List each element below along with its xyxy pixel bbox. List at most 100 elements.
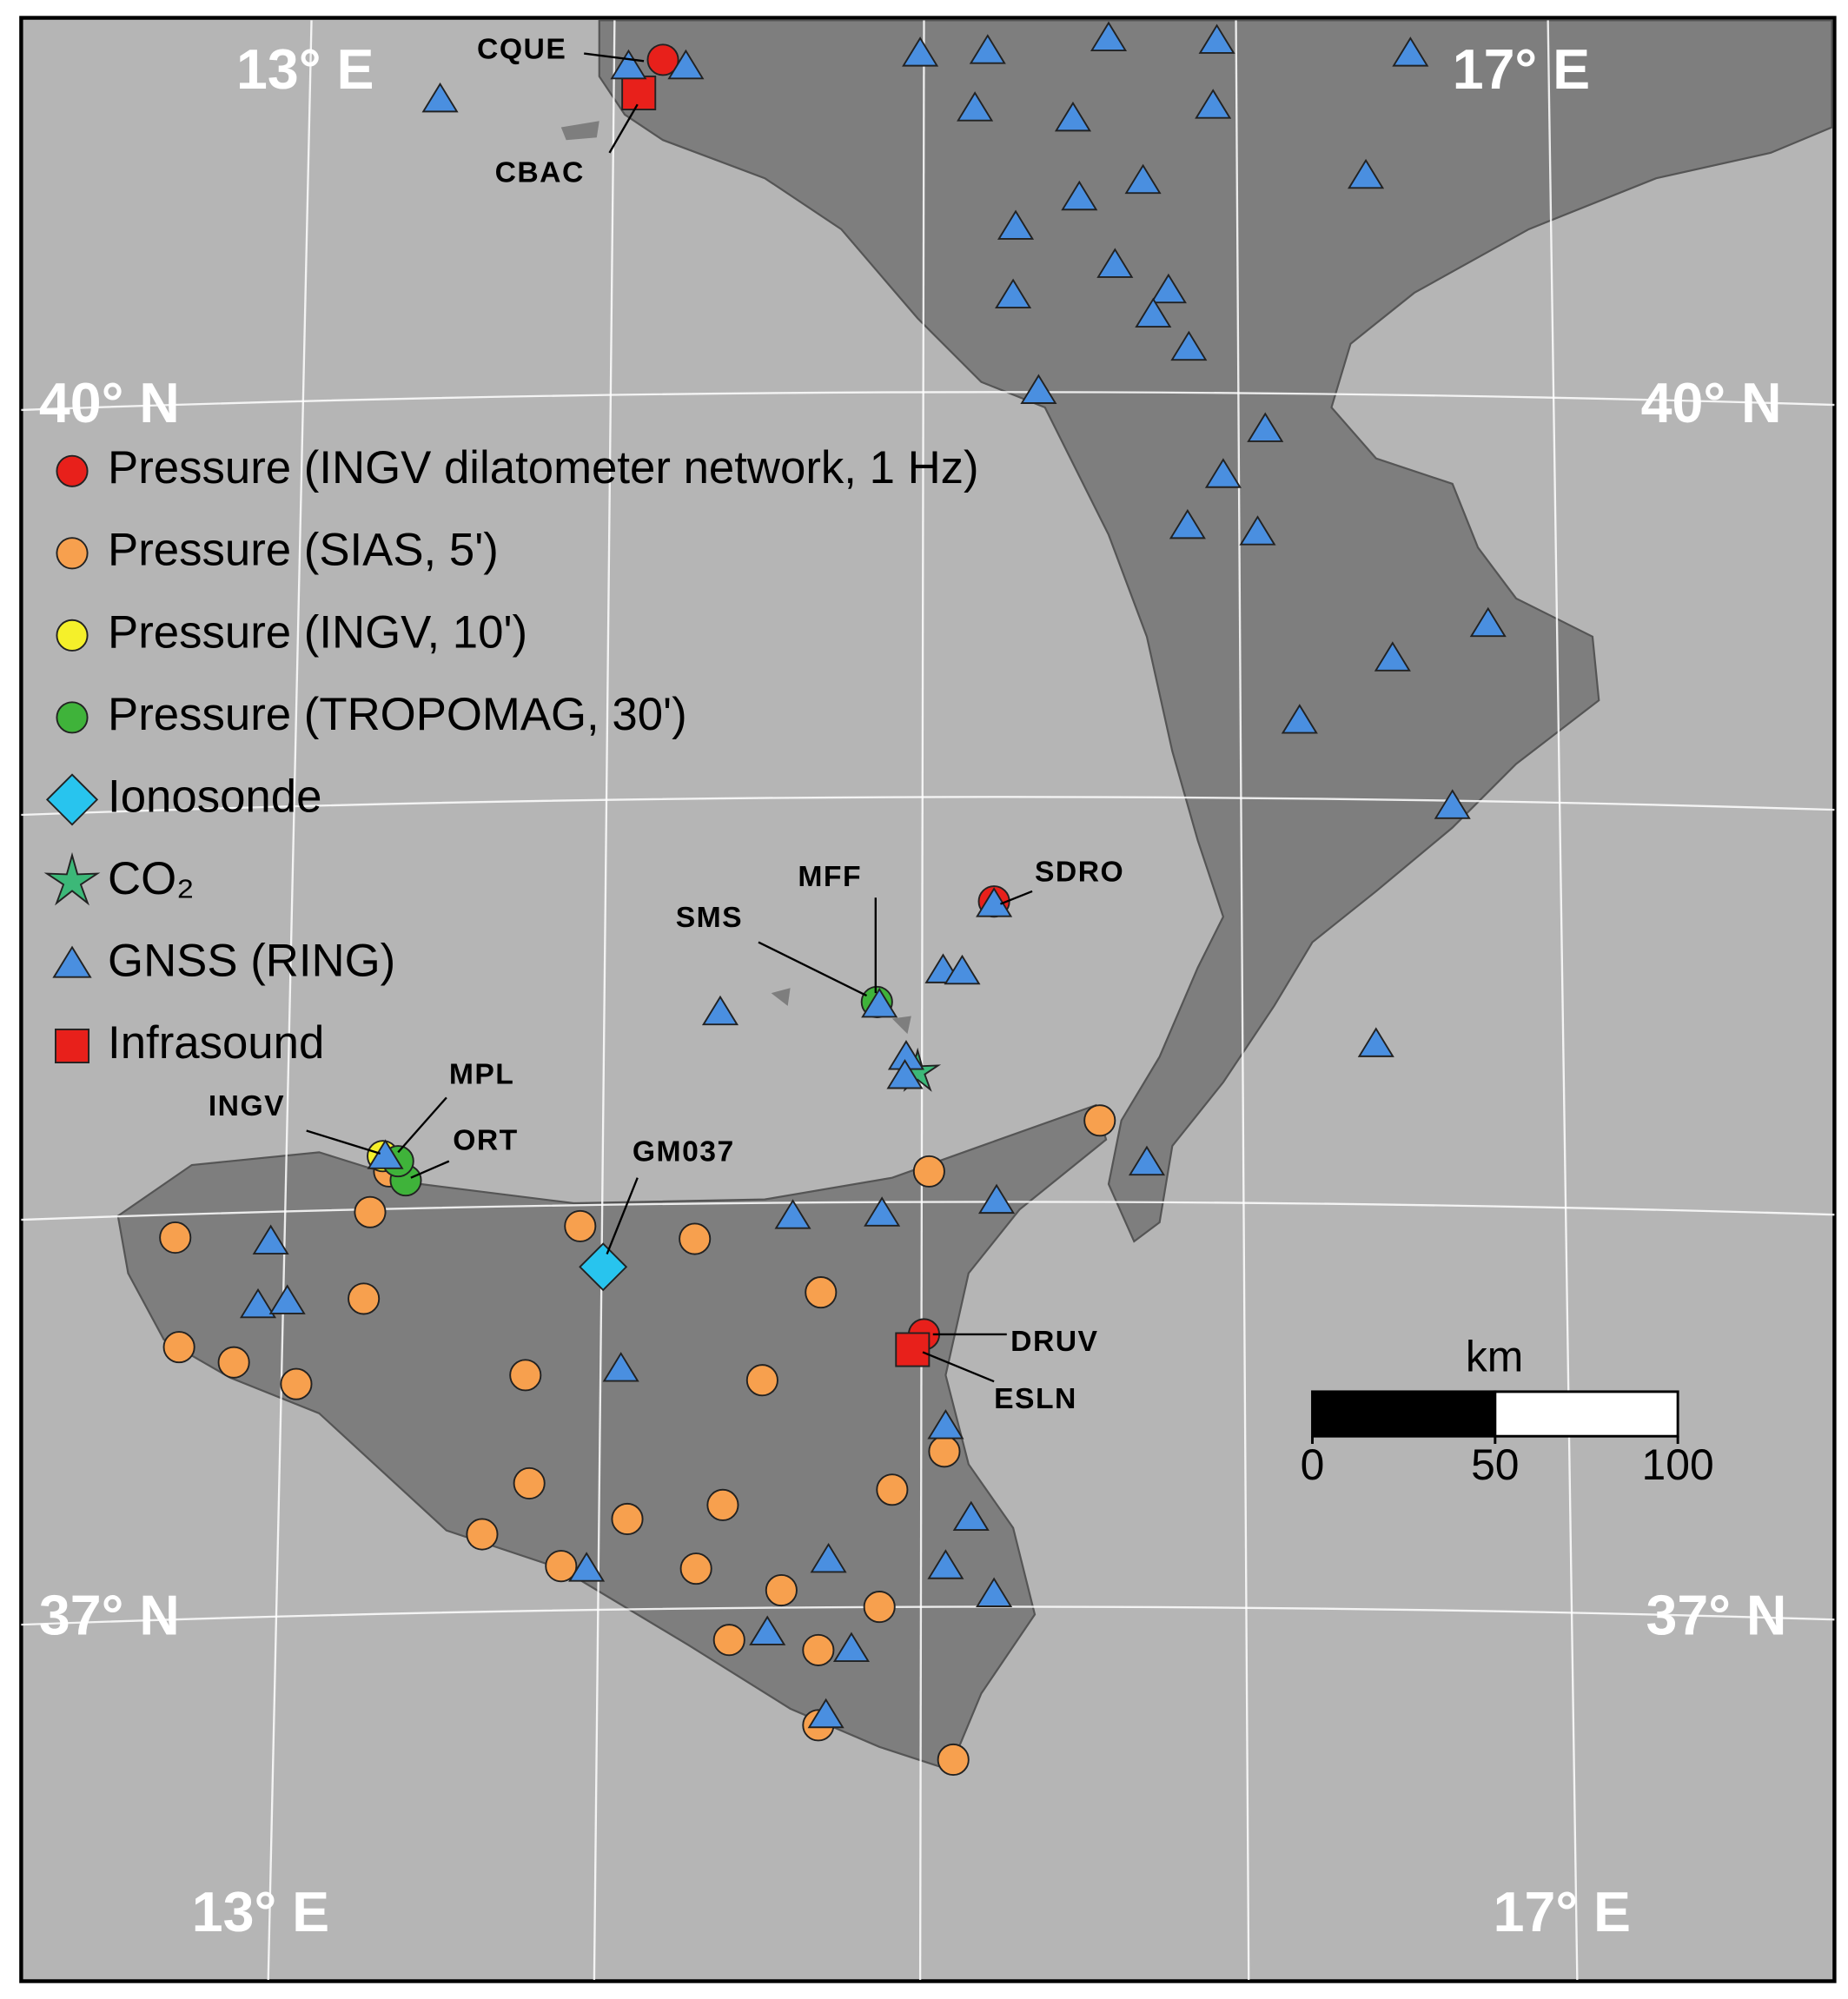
marker-triangle [1247, 412, 1284, 442]
marker-circle [354, 1195, 387, 1228]
scale-tick-label: 100 [1642, 1440, 1714, 1489]
marker-circle [56, 454, 89, 487]
marker-triangle [1149, 273, 1187, 304]
marker-triangle [1239, 515, 1276, 546]
marker-circle [937, 1743, 970, 1777]
marker-triangle [1128, 1145, 1166, 1176]
marker-triangle [997, 209, 1035, 240]
stations [159, 21, 1507, 1777]
marker-triangle [1357, 1027, 1394, 1057]
scale-bar-segment [1494, 1390, 1679, 1438]
meridian [1547, 20, 1579, 1981]
marker-circle [679, 1552, 712, 1585]
coordinate-label: 17° E [1494, 1881, 1631, 1943]
marker-triangle [1469, 606, 1507, 638]
marker-triangle [1090, 21, 1128, 51]
marker-triangle [927, 1549, 964, 1579]
marker-circle [765, 1574, 798, 1607]
station-label: ORT [453, 1124, 519, 1157]
marker-circle [564, 1209, 597, 1242]
marker-square [895, 1332, 931, 1367]
legend-label: Pressure (INGV, 10') [108, 606, 527, 658]
marker-triangle [602, 1352, 639, 1382]
station-label: DRUV [1010, 1325, 1098, 1358]
legend-label: CO₂ [108, 853, 195, 904]
leader [410, 1160, 450, 1179]
station-label: MFF [798, 860, 862, 893]
legend-label: Ionosonde [108, 771, 321, 822]
leader [306, 1129, 381, 1155]
marker-star [43, 851, 101, 906]
marker-circle [56, 701, 89, 734]
marker-triangle [1124, 163, 1162, 195]
marker-circle [912, 1155, 945, 1188]
marker-triangle [977, 1183, 1016, 1215]
coordinate-label: 13° E [192, 1881, 329, 1943]
parallel [21, 391, 1835, 412]
marker-triangle [1348, 158, 1385, 189]
graticule [21, 20, 1835, 1981]
marker-triangle [610, 49, 647, 80]
marker-triangle [252, 1224, 289, 1254]
marker-diamond [579, 1242, 628, 1292]
marker-triangle [864, 1196, 901, 1227]
marker-triangle [969, 34, 1006, 64]
coordinate-label: 13° E [236, 38, 374, 101]
marker-circle [56, 619, 89, 652]
station-label: ESLN [994, 1382, 1077, 1415]
leader-lines [306, 52, 1033, 1383]
marker-triangle [667, 49, 705, 80]
marker-triangle [268, 1284, 306, 1314]
marker-triangle [239, 1287, 277, 1319]
marker-triangle [421, 82, 459, 113]
coordinate-label: 17° E [1453, 38, 1590, 101]
marker-circle [712, 1624, 745, 1657]
marker-triangle [701, 995, 739, 1026]
scale-bar-segment [1311, 1390, 1497, 1438]
leader [397, 1096, 447, 1154]
marker-triangle [832, 1632, 871, 1662]
marker-triangle [1020, 374, 1057, 404]
meridian [918, 20, 925, 1981]
marker-triangle [944, 954, 981, 985]
marker-circle [863, 1591, 896, 1624]
marker-circle [280, 1367, 313, 1400]
marker-diamond [45, 773, 99, 826]
leader [922, 1351, 995, 1383]
station-label: CBAC [495, 156, 585, 189]
marker-square [55, 1028, 90, 1064]
marker-triangle [367, 1139, 404, 1169]
marker-circle [162, 1331, 195, 1364]
marker-triangle [952, 1500, 990, 1532]
station-label: CQUE [477, 33, 566, 66]
marker-triangle [1281, 704, 1318, 734]
marker-circle [56, 537, 89, 570]
marker-triangle [927, 1409, 964, 1440]
marker-triangle [957, 91, 994, 122]
marker-triangle [861, 987, 898, 1018]
parallel [21, 796, 1835, 817]
marker-circle [745, 1364, 778, 1397]
mainland-italy [598, 19, 1833, 1243]
parallel [21, 1605, 1835, 1626]
scale-tick-label: 50 [1471, 1440, 1519, 1489]
coordinate-label: 37° N [1646, 1584, 1786, 1646]
marker-circle [876, 1473, 909, 1506]
legend: Pressure (INGV dilatometer network, 1 Hz… [43, 442, 979, 1069]
marker-triangle [1096, 248, 1134, 278]
coordinate-labels: 13° E 17° E 40° N 40° N 37° N 37° N 13° … [39, 38, 1787, 1943]
leader [608, 103, 639, 154]
coordinate-label: 40° N [39, 372, 180, 434]
marker-circle [513, 1466, 546, 1499]
marker-triangle [1169, 508, 1206, 539]
legend-label: Pressure (SIAS, 5') [108, 525, 499, 576]
marker-triangle [1204, 458, 1242, 488]
marker-triangle [1198, 23, 1235, 54]
marker-triangle [568, 1552, 606, 1582]
scale-tick-label: 0 [1301, 1440, 1325, 1489]
marker-circle [679, 1222, 712, 1255]
leader [606, 1177, 639, 1255]
marker-circle [611, 1502, 644, 1536]
legend-label: Pressure (TROPOMAG, 30') [108, 689, 687, 740]
